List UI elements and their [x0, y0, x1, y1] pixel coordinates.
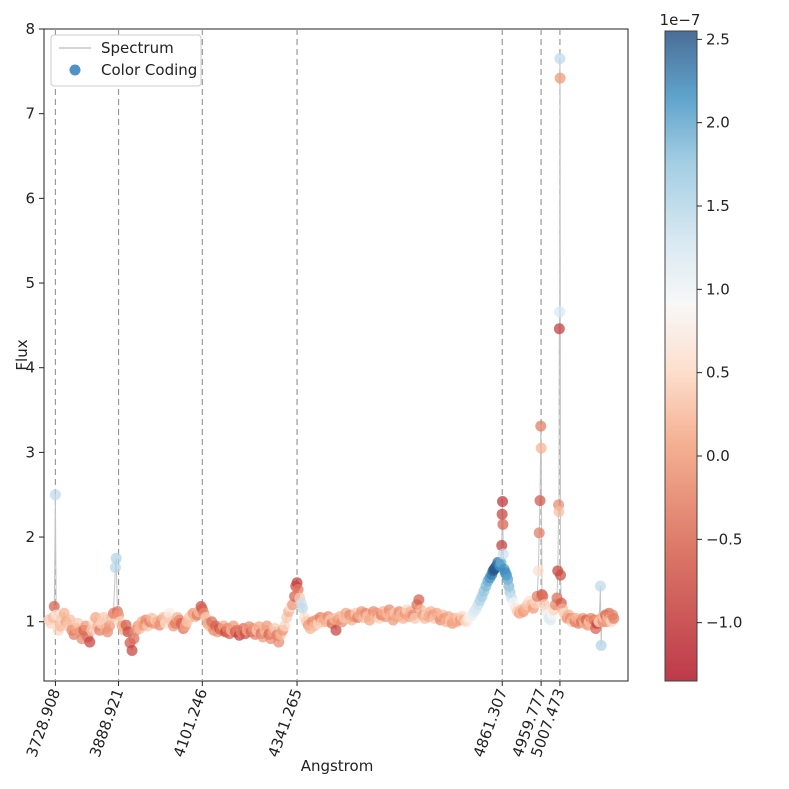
- y-tick-label: 7: [25, 105, 35, 123]
- legend: Spectrum Color Coding: [50, 34, 202, 87]
- data-point: [535, 442, 547, 454]
- data-point: [49, 489, 61, 501]
- data-point: [534, 495, 546, 507]
- colorbar: [664, 30, 698, 682]
- plot-area: [43, 28, 629, 682]
- data-point: [287, 599, 299, 611]
- data-point: [98, 611, 110, 623]
- data-point: [555, 569, 567, 581]
- x-tick-label: 4341.265: [264, 686, 305, 759]
- data-point: [104, 620, 116, 632]
- data-point: [496, 508, 508, 520]
- colorbar-tick-label: 2.0: [706, 114, 730, 132]
- y-tick-label: 4: [25, 359, 35, 377]
- data-point: [594, 580, 606, 592]
- y-tick-label: 1: [25, 613, 35, 631]
- y-tick-label: 2: [25, 528, 35, 546]
- y-tick-label: 5: [25, 274, 35, 292]
- data-point: [84, 636, 96, 648]
- y-tick-label: 6: [25, 189, 35, 207]
- colorbar-tick-label: 1.0: [706, 280, 730, 298]
- data-point: [497, 518, 509, 530]
- data-point: [554, 53, 566, 65]
- x-tick-label: 4101.246: [170, 686, 211, 759]
- x-tick-label: 4861.307: [470, 686, 511, 759]
- data-point: [497, 548, 509, 560]
- data-point: [532, 565, 544, 577]
- colorbar-tick-label: −0.5: [706, 530, 742, 548]
- legend-spectrum-label: Spectrum: [101, 39, 174, 57]
- data-point: [553, 323, 565, 335]
- data-point: [554, 306, 566, 318]
- x-tick-label: 3728.908: [23, 686, 64, 759]
- data-point: [110, 552, 122, 564]
- data-point: [608, 612, 620, 624]
- data-point: [296, 602, 308, 614]
- colorbar-tick-label: 0.5: [706, 364, 730, 382]
- y-axis-title: Flux: [13, 339, 31, 370]
- data-point: [497, 495, 509, 507]
- x-axis-ticks: 3728.908 3888.921 4101.246 4341.265 4861.307…: [23, 681, 569, 760]
- colorbar-tick-label: −1.0: [706, 614, 742, 632]
- data-point: [595, 639, 607, 651]
- data-point: [109, 562, 121, 574]
- colorbar-tick-label: 0.0: [706, 447, 730, 465]
- colorbar-exponent: 1e−7: [660, 11, 701, 29]
- y-axis-ticks: 1 2 3 4 5 6 7 8: [25, 20, 44, 631]
- color-coded-points: [43, 53, 620, 657]
- colorbar-tick-label: 2.5: [706, 30, 730, 48]
- data-point: [292, 584, 304, 596]
- data-point: [413, 594, 425, 606]
- x-axis-title: Angstrom: [301, 757, 374, 775]
- legend-color-coding-swatch: [69, 64, 81, 76]
- data-point: [330, 624, 342, 636]
- legend-color-coding-label: Color Coding: [101, 61, 197, 79]
- data-point: [126, 645, 138, 657]
- y-tick-label: 8: [25, 20, 35, 38]
- data-point: [535, 420, 547, 432]
- data-point: [128, 633, 140, 645]
- data-point: [533, 527, 545, 539]
- data-point: [554, 72, 566, 84]
- x-tick-label: 3888.921: [86, 686, 127, 759]
- data-point: [48, 600, 60, 612]
- colorbar-tick-label: 1.5: [706, 197, 730, 215]
- y-tick-label: 3: [25, 443, 35, 461]
- data-point: [553, 506, 565, 518]
- data-point: [496, 540, 508, 552]
- colorbar-ticks: −1.0 −0.5 0.0 0.5 1.0 1.5 2.0 2.5: [697, 30, 742, 632]
- data-point: [537, 590, 549, 602]
- data-point: [279, 620, 291, 632]
